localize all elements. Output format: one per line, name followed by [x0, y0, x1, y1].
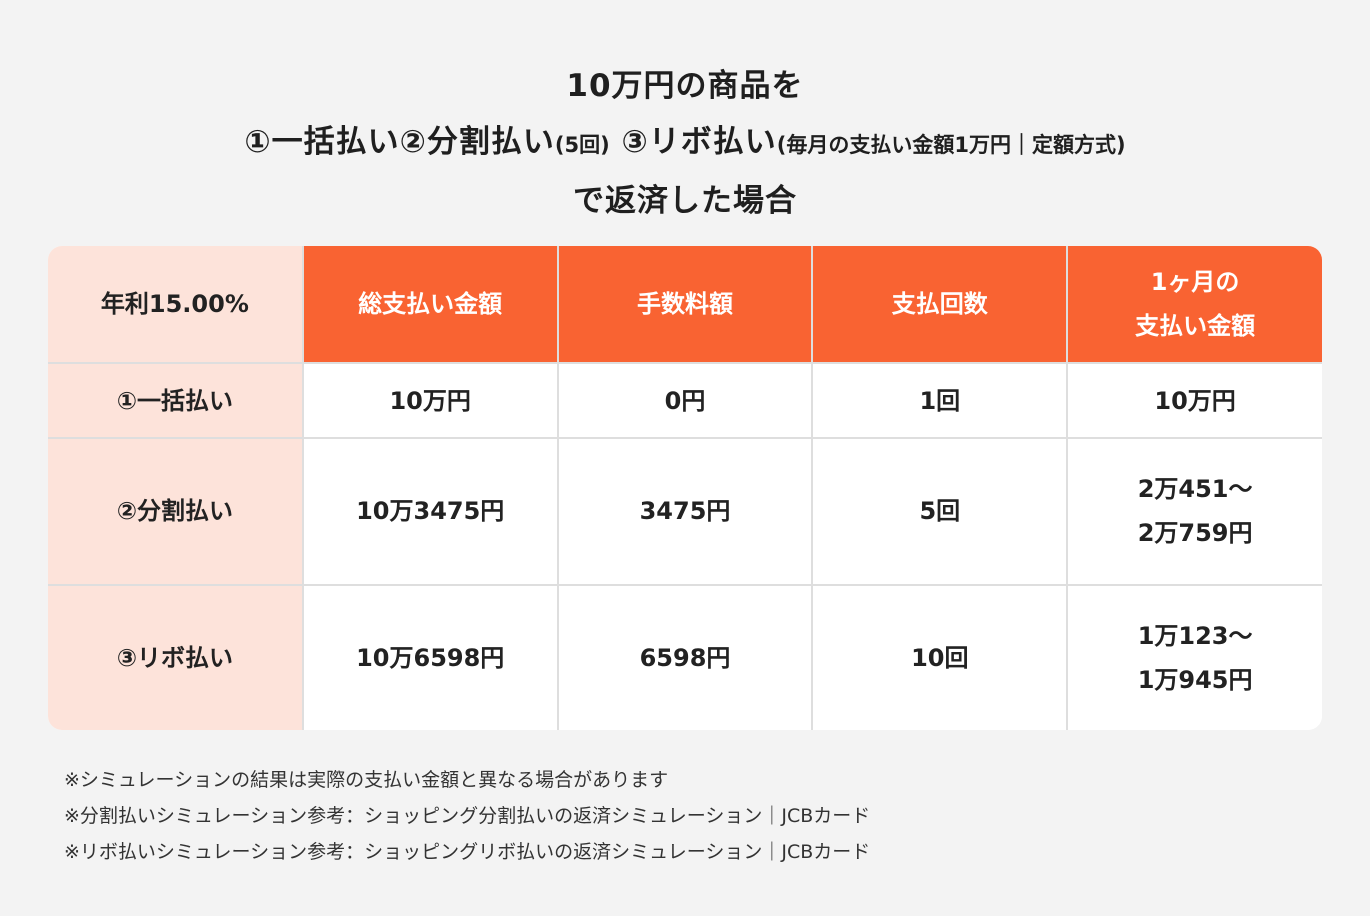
header-monthly-line-2: 支払い金額 — [1135, 312, 1256, 340]
cell-count: 1回 — [811, 361, 1069, 440]
comparison-table: 年利15.00% 総支払い金額 手数料額 支払回数 1ヶ月の 支払い金額 ①一括… — [48, 246, 1322, 730]
row-label: ①一括払い — [48, 361, 304, 440]
cell-monthly-line-2: 1万945円 — [1137, 665, 1253, 694]
header-total-payment: 総支払い金額 — [301, 246, 559, 364]
cell-total: 10万3475円 — [301, 437, 559, 586]
row-label: ②分割払い — [48, 437, 304, 586]
cell-monthly-line-2: 2万759円 — [1137, 519, 1253, 548]
title-line-2-main: ①一括払い②分割払い — [244, 124, 555, 160]
cell-monthly: 1万123〜 1万945円 — [1066, 583, 1322, 730]
cell-total: 10万6598円 — [301, 583, 559, 730]
table-row: ③リボ払い 10万6598円 6598円 10回 1万123〜 1万945円 — [48, 583, 1322, 730]
footnote-installment-reference: ※分割払いシミュレーション参考：ショッピング分割払いの返済シミュレーション｜JC… — [64, 805, 871, 827]
title-line-2-sub-2: (毎月の支払い金額1万円｜定額方式) — [776, 133, 1126, 157]
table-row: ②分割払い 10万3475円 3475円 5回 2万451〜 2万759円 — [48, 437, 1322, 586]
row-label: ③リボ払い — [48, 583, 304, 730]
title-line-2-main-2: ③リボ払い — [621, 124, 777, 160]
table-corner-rate: 年利15.00% — [48, 246, 304, 364]
cell-monthly: 2万451〜 2万759円 — [1066, 437, 1322, 586]
cell-monthly-line-1: 1万123〜 — [1137, 621, 1253, 650]
table-header-row: 年利15.00% 総支払い金額 手数料額 支払回数 1ヶ月の 支払い金額 — [48, 246, 1322, 364]
title-line-2: ①一括払い②分割払い(5回) ③リボ払い(毎月の支払い金額1万円｜定額方式) — [0, 114, 1370, 173]
page-title: 10万円の商品を ①一括払い②分割払い(5回) ③リボ払い(毎月の支払い金額1万… — [0, 58, 1370, 229]
title-line-1: 10万円の商品を — [566, 68, 804, 104]
footnote-simulation-disclaimer: ※シミュレーションの結果は実際の支払い金額と異なる場合があります — [64, 769, 669, 791]
cell-monthly: 10万円 — [1066, 361, 1322, 440]
footnote-revolving-reference: ※リボ払いシミュレーション参考：ショッピングリボ払いの返済シミュレーション｜JC… — [64, 841, 871, 863]
header-monthly-payment: 1ヶ月の 支払い金額 — [1066, 246, 1322, 364]
cell-fee: 0円 — [556, 361, 814, 440]
cell-total: 10万円 — [301, 361, 559, 440]
title-line-2-sub-1: (5回) — [554, 133, 610, 157]
cell-monthly-line-1: 10万円 — [1154, 386, 1236, 415]
cell-monthly-line-1: 2万451〜 — [1137, 475, 1253, 504]
table-row: ①一括払い 10万円 0円 1回 10万円 — [48, 361, 1322, 440]
title-line-3: で返済した場合 — [573, 183, 797, 219]
cell-count: 5回 — [811, 437, 1069, 586]
header-fee: 手数料額 — [556, 246, 814, 364]
cell-fee: 6598円 — [556, 583, 814, 730]
header-monthly-line-1: 1ヶ月の — [1150, 268, 1240, 296]
cell-fee: 3475円 — [556, 437, 814, 586]
header-payment-count: 支払回数 — [811, 246, 1069, 364]
footnotes: ※シミュレーションの結果は実際の支払い金額と異なる場合があります ※分割払いシミ… — [64, 762, 870, 870]
cell-count: 10回 — [811, 583, 1069, 730]
